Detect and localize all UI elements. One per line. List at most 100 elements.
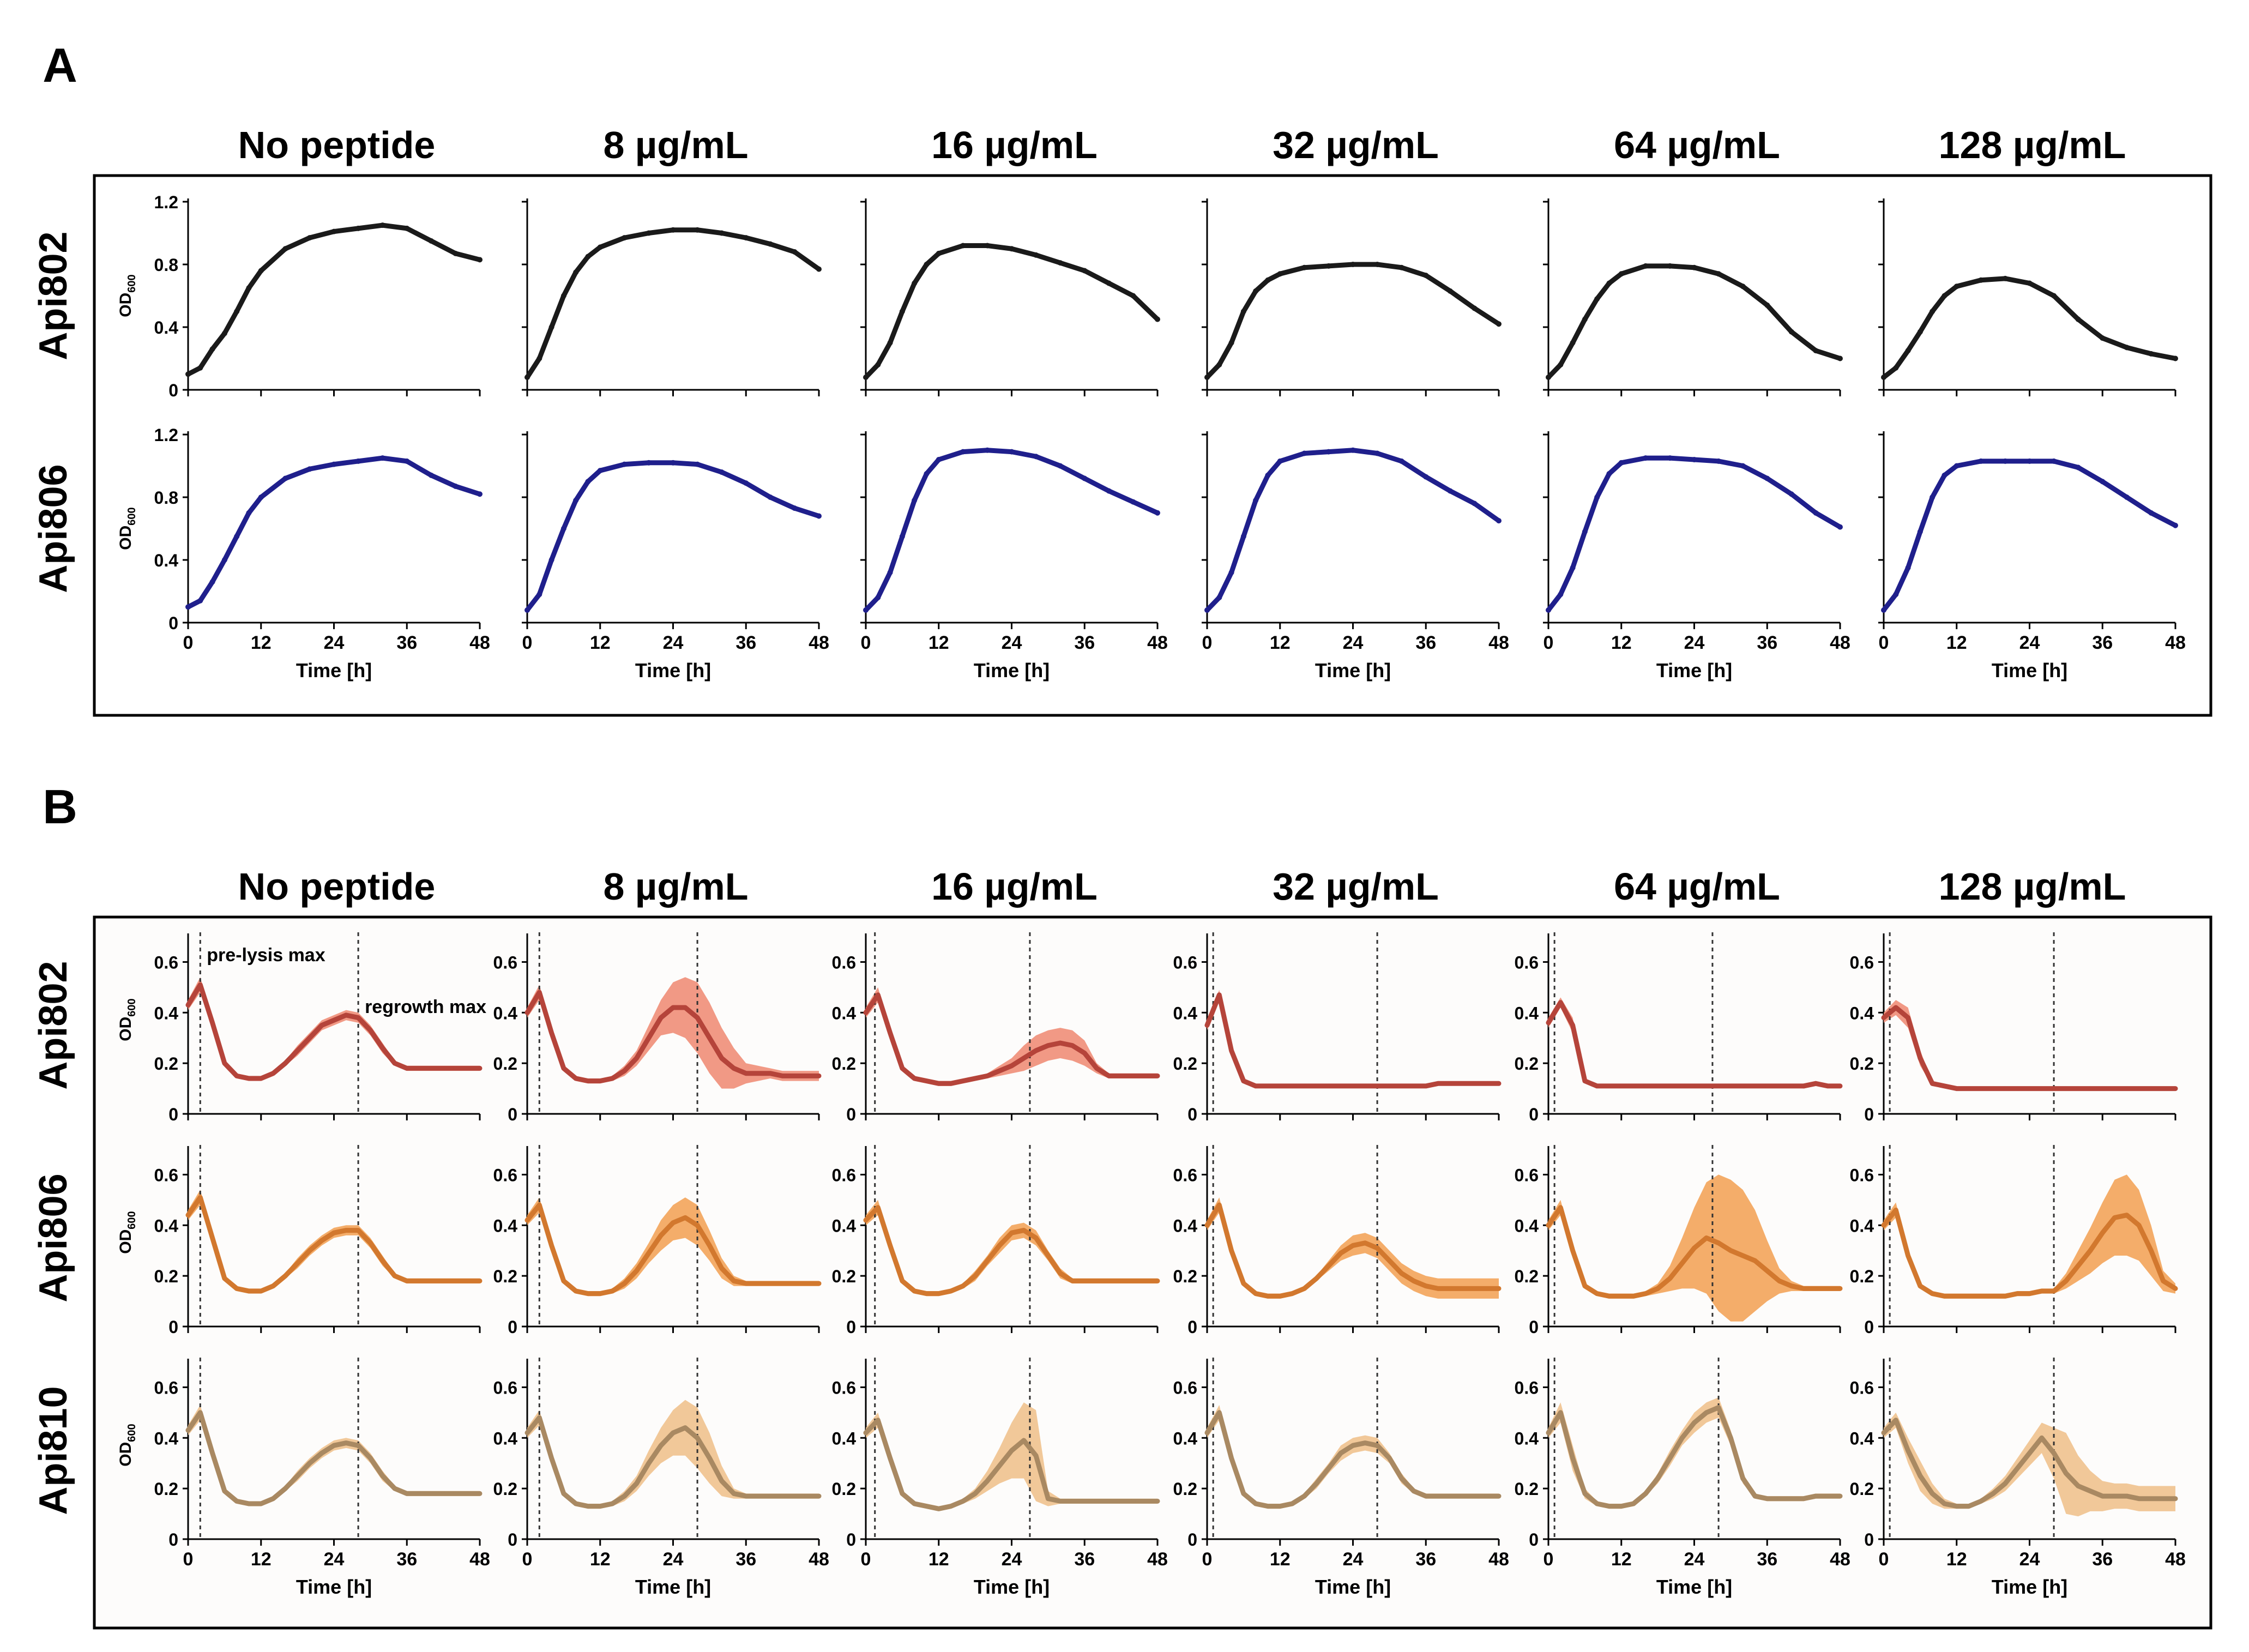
panel-b-subplot: 0 0.2 0.4 0.6 OD600 pre-lysis max regrowth max [117, 932, 486, 1124]
data-point [1217, 1203, 1222, 1208]
data-point [210, 1451, 215, 1456]
data-point [924, 1291, 929, 1296]
data-point [731, 1066, 736, 1071]
data-point [574, 1076, 578, 1081]
x-axis-label: Time [h] [1992, 659, 2067, 682]
data-point [1704, 1235, 1709, 1240]
data-point [864, 1218, 868, 1222]
data-point [1277, 458, 1283, 464]
x-tick-label: 0 [861, 632, 871, 653]
data-point [1155, 510, 1160, 516]
data-point [2173, 355, 2178, 361]
data-point [537, 990, 542, 995]
data-point [1930, 309, 1936, 315]
data-point [429, 1066, 433, 1071]
data-point [1399, 1476, 1404, 1481]
data-point [1558, 1205, 1563, 1210]
data-point [198, 1195, 203, 1200]
data-point [2124, 1086, 2129, 1091]
data-point [683, 1215, 688, 1220]
panel-a-column-header: 128 µg/mL [1939, 124, 2126, 166]
data-point [695, 227, 701, 233]
panel-a-subplot: 0 12 24 36 48 Time [h] [1202, 431, 1509, 682]
data-point [936, 1506, 941, 1511]
data-point [1241, 1281, 1246, 1286]
data-point [1953, 463, 1959, 469]
data-point [1082, 475, 1088, 481]
y-tick-label: 0.6 [832, 1378, 856, 1397]
data-point [1906, 1015, 1910, 1020]
data-point [876, 992, 881, 997]
growth-curve [185, 455, 483, 610]
data-point [1764, 302, 1770, 308]
data-point [210, 1235, 215, 1240]
y-tick-label: 0 [168, 381, 178, 400]
x-tick-label: 12 [928, 632, 949, 653]
data-point [1813, 1286, 1818, 1291]
error-band [527, 1197, 819, 1297]
data-point [1979, 1294, 1983, 1299]
data-point [792, 1074, 797, 1078]
data-point [670, 460, 676, 466]
data-point [2052, 1086, 2057, 1091]
x-tick-label: 48 [469, 632, 490, 653]
data-point [2002, 275, 2008, 281]
data-point [973, 1076, 978, 1081]
data-point [574, 1502, 578, 1506]
error-band [866, 1402, 1157, 1511]
data-point [2076, 1086, 2081, 1091]
data-point [319, 1238, 324, 1243]
panel-a-subplot [1878, 198, 2178, 396]
x-tick-label: 24 [1684, 632, 1705, 653]
panel-a-subplot: 0 12 24 36 48 Time [h] [1543, 431, 1850, 682]
data-point [295, 1048, 300, 1053]
data-point [1497, 1494, 1501, 1499]
data-point [2173, 1086, 2178, 1091]
data-point [429, 1279, 433, 1283]
growth-curve [1881, 276, 2178, 380]
data-point [912, 1502, 917, 1506]
y-tick-label: 0 [846, 1317, 856, 1337]
data-point [1374, 450, 1380, 456]
data-point [1070, 1279, 1075, 1283]
y-tick-label: 0.2 [493, 1479, 517, 1499]
data-point [2148, 351, 2154, 357]
data-point [1917, 529, 1923, 535]
data-point [876, 1418, 881, 1422]
data-point [2148, 510, 2154, 516]
data-point [1801, 1496, 1806, 1501]
data-point [2088, 1086, 2093, 1091]
data-point [478, 1066, 482, 1071]
y-tick-label: 0.6 [1850, 1378, 1874, 1397]
data-point [1680, 1436, 1685, 1440]
data-point [887, 340, 893, 346]
data-point [719, 1266, 724, 1271]
x-tick-label: 0 [183, 632, 194, 653]
data-point [659, 1233, 664, 1238]
data-point [2137, 1086, 2142, 1091]
panel-b-subplot: 0 0.2 0.4 0.6 OD600 [117, 1145, 483, 1337]
data-point [1009, 1448, 1014, 1453]
data-point [405, 1279, 409, 1283]
panel-b-subplot: 0 0.2 0.4 0.6 [1173, 1145, 1502, 1337]
data-point [1229, 1456, 1234, 1461]
data-point [1680, 1261, 1685, 1265]
data-point [2076, 1263, 2081, 1268]
data-point [246, 510, 252, 516]
data-point [2039, 1086, 2044, 1091]
data-point [1217, 992, 1222, 997]
y-tick-label: 0.4 [1515, 1003, 1539, 1023]
data-point [198, 1410, 203, 1415]
panel-a-subplot: 0 0.4 0.8 1.2 OD600 [117, 192, 483, 400]
data-point [936, 250, 942, 256]
data-point [1472, 305, 1478, 311]
data-point [900, 1279, 905, 1283]
data-point [2003, 1086, 2007, 1091]
data-point [1034, 1235, 1039, 1240]
y-tick-label: 0.2 [1850, 1267, 1874, 1286]
x-tick-label: 24 [663, 632, 684, 653]
y-tick-label: 0 [508, 1105, 517, 1124]
data-point [283, 1274, 288, 1279]
data-point [380, 1046, 385, 1051]
data-point [537, 1415, 542, 1420]
